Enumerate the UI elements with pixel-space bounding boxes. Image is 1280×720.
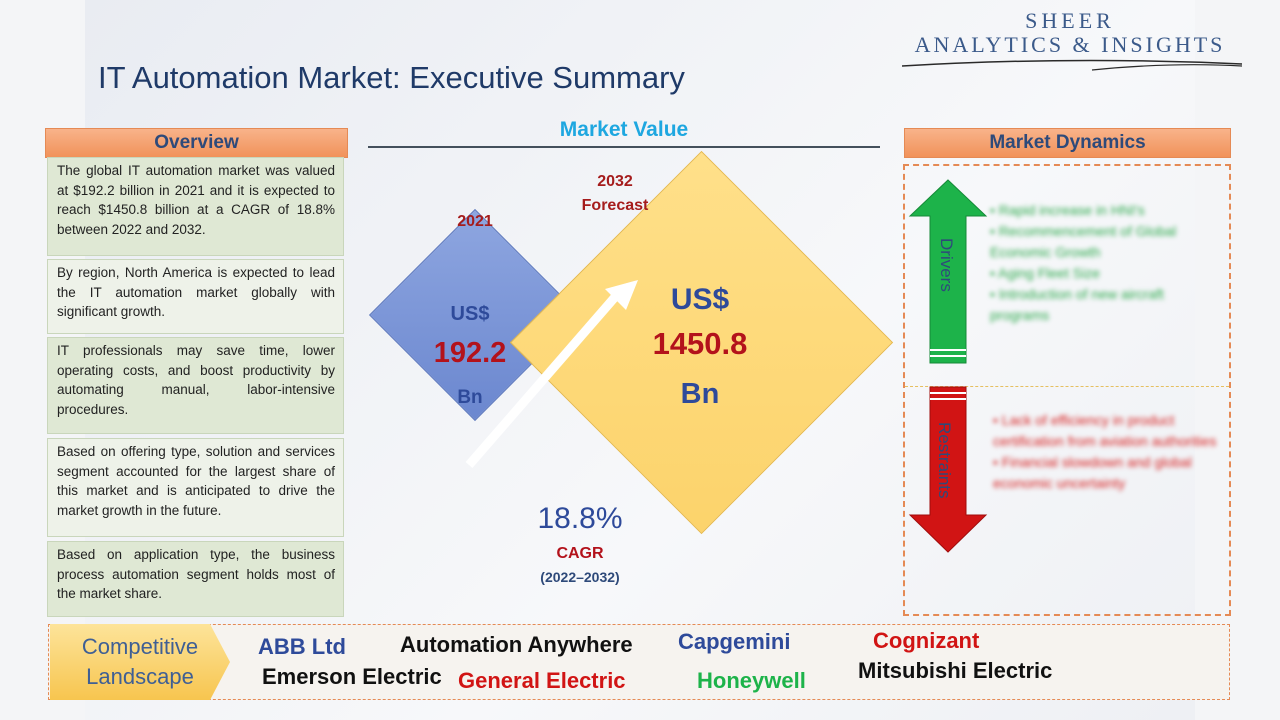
value-2021-number: 192.2 <box>433 337 507 369</box>
cagr-label: CAGR <box>556 545 604 562</box>
dynamics-divider <box>905 386 1229 387</box>
drivers-list: • Rapid increase in HNI's • Recommenceme… <box>990 200 1220 326</box>
logo-swoosh-icon <box>902 59 1242 71</box>
competitive-landscape-panel <box>48 624 1230 700</box>
driver-item: • Recommencement of Global Economic Grow… <box>990 223 1177 260</box>
company-name: Capgemini <box>678 629 791 654</box>
restraints-label: Restraints <box>935 422 954 499</box>
year-2021-label: 2021 <box>457 213 493 230</box>
company-name: General Electric <box>458 668 626 693</box>
company-name: Emerson Electric <box>262 664 442 689</box>
logo-line-1: SHEER <box>1025 8 1115 33</box>
growth-arrow-icon <box>465 280 638 468</box>
overview-item: Based on offering type, solution and ser… <box>47 438 344 537</box>
company-name: Automation Anywhere <box>400 632 633 657</box>
year-2032: 2032 <box>597 173 633 190</box>
company-name: Honeywell <box>697 668 806 693</box>
driver-item: • Rapid increase in HNI's <box>990 202 1145 218</box>
restraint-item: • Lack of efficiency in product certific… <box>993 412 1217 449</box>
logo-line-2: ANALYTICS & INSIGHTS <box>914 32 1226 57</box>
competitive-label-line-1: Competitive <box>81 634 199 659</box>
competitive-label-line-2: Landscape <box>86 664 194 689</box>
overview-item: IT professionals may save time, lower op… <box>47 337 344 434</box>
value-2032-currency: US$ <box>670 283 730 316</box>
market-dynamics-panel <box>903 164 1231 616</box>
restraint-item: • Financial slowdown and global economic… <box>993 454 1192 491</box>
company-name: Mitsubishi Electric <box>858 658 1053 683</box>
cagr-period: (2022–2032) <box>540 569 620 585</box>
driver-item: • Aging Fleet Size <box>990 265 1100 281</box>
company-name: Cognizant <box>873 628 980 653</box>
market-value-divider <box>368 146 880 148</box>
drivers-up-arrow-icon <box>908 179 988 364</box>
forecast-label: Forecast <box>581 197 649 214</box>
market-value-title: Market Value <box>559 118 689 141</box>
company-name: ABB Ltd <box>258 634 346 659</box>
restraints-down-arrow-icon <box>908 386 988 553</box>
restraints-list: • Lack of efficiency in product certific… <box>993 410 1218 494</box>
overview-header: Overview <box>45 128 348 158</box>
page-title: IT Automation Market: Executive Summary <box>98 60 685 95</box>
value-2032-number: 1450.8 <box>652 326 748 361</box>
value-2032-unit: Bn <box>680 378 720 410</box>
cagr-value: 18.8% <box>537 502 623 535</box>
competitive-label-arrow-icon <box>50 624 230 700</box>
year-2032-label: 2032 Forecast <box>560 170 670 218</box>
overview-item: By region, North America is expected to … <box>47 259 344 334</box>
overview-item: Based on application type, the business … <box>47 541 344 617</box>
market-dynamics-header: Market Dynamics <box>904 128 1231 158</box>
company-logo: SHEER ANALYTICS & INSIGHTS <box>900 8 1240 58</box>
value-2021-currency: US$ <box>450 303 490 325</box>
overview-item: The global IT automation market was valu… <box>47 157 344 256</box>
driver-item: • Introduction of new aircraft programs <box>990 286 1164 323</box>
value-2021-unit: Bn <box>457 387 483 408</box>
drivers-label: Drivers <box>937 238 956 292</box>
competitive-landscape-label: Competitive Landscape <box>60 632 220 692</box>
